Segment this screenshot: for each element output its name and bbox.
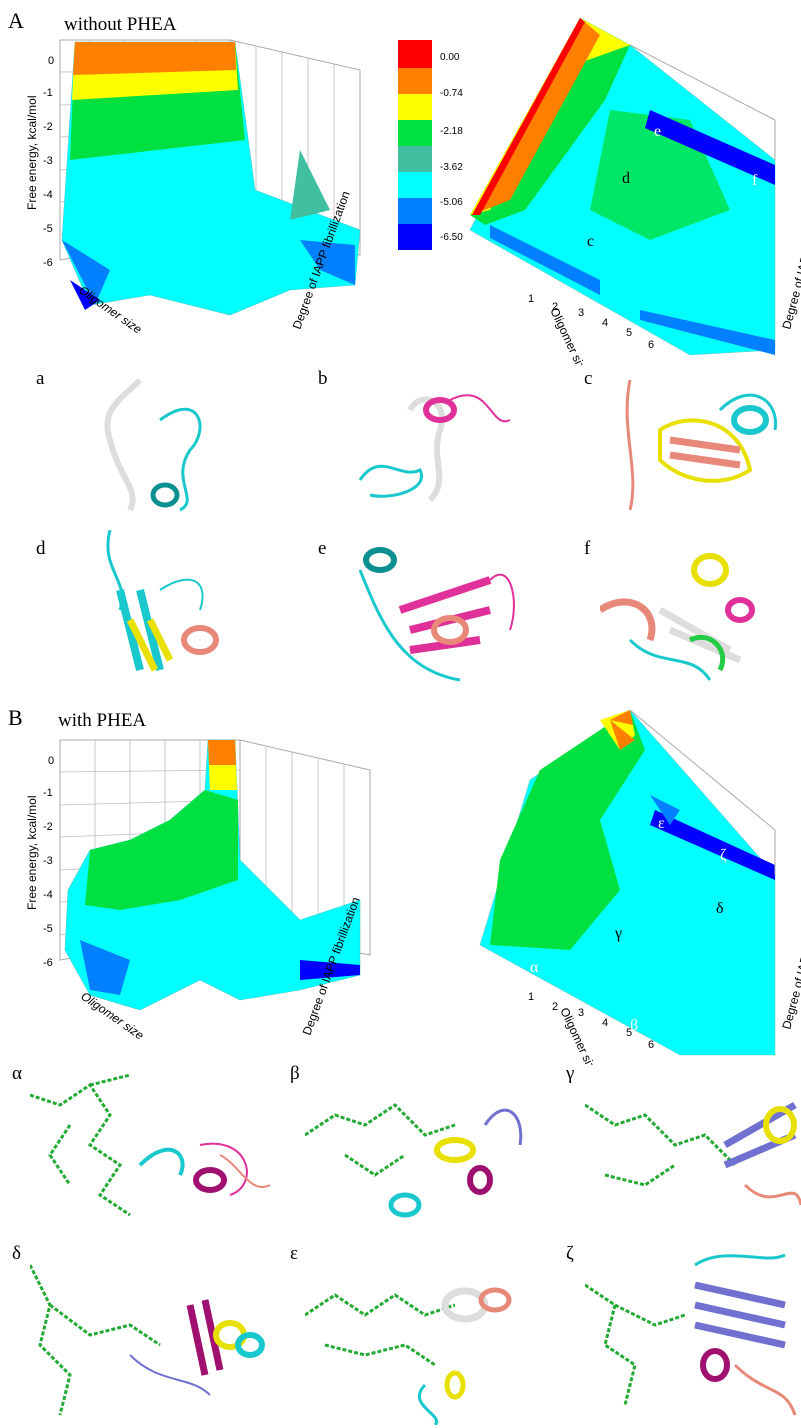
panel-a-title: without PHEA [64,14,177,35]
colorbar-tick-0: 0.00 [440,52,460,63]
structure-image-b [358,394,511,503]
svg-text:-1: -1 [43,87,53,99]
svg-text:0: 0 [48,55,54,67]
structure-label-c: c [584,368,593,389]
structure-image-zeta [585,1253,797,1416]
structure-label-alpha: α [12,1063,22,1084]
svg-text:6: 6 [648,339,654,351]
structure-label-b: b [318,368,328,389]
structure-label-a: a [36,368,45,389]
a-right-ylabel: Degree of IAPP fibrillization [779,186,801,331]
panel-b-right-surface-plot: α β γ δ ε ζ 12 34 56 Oligomer size Degre… [479,710,801,1065]
svg-text:-6: -6 [43,257,53,269]
svg-text:2: 2 [552,301,558,313]
panel-a-left-surface-plot: 0 -1 -2 -3 -4 -5 -6 Free energy, kcal/mo… [25,39,361,337]
colorbar-tick-1: -0.74 [440,88,463,99]
structure-image-beta [305,1103,523,1218]
svg-text:0: 0 [48,755,54,767]
svg-text:3: 3 [578,1007,584,1019]
b-point-gamma: γ [614,925,622,942]
structure-label-d: d [36,538,46,559]
b-right-ylabel: Degree of IAPP fibrillization [779,886,801,1031]
panel-a-right-surface-plot: a b c d e f 1 2 3 4 5 6 Oligomer size Degre… [469,17,801,365]
b-point-delta: δ [716,900,724,917]
structure-label-beta: β [290,1063,300,1084]
b-point-beta: β [630,1017,638,1034]
a-left-zlabel: Free energy, kcal/mol [25,96,39,211]
svg-text:6: 6 [648,1039,654,1051]
svg-text:-2: -2 [43,121,53,133]
structure-image-c [625,379,778,511]
svg-text:-6: -6 [43,957,53,969]
structure-label-delta: δ [12,1243,21,1264]
panel-b-left-surface-plot: 0 -1 -2 -3 -4 -5 -6 Free energy, kcal/mo… [25,739,371,1043]
a-point-a: a [482,259,489,276]
colorbar-tick-5: -6.50 [440,232,463,243]
svg-text:-1: -1 [43,787,53,799]
structure-image-epsilon [305,1287,512,1425]
a-point-d: d [622,170,630,187]
svg-text:-5: -5 [43,923,53,935]
panel-b-letter: B [8,705,23,730]
structure-label-epsilon: ε [290,1243,298,1264]
a-point-f: f [752,172,758,189]
panel-a-letter: A [8,8,24,33]
svg-text:-3: -3 [43,855,53,867]
svg-text:-4: -4 [43,889,53,901]
structure-image-d [106,530,219,672]
structure-label-f: f [584,538,591,559]
svg-text:1: 1 [528,991,534,1003]
colorbar-tick-4: -5.06 [440,197,463,208]
a-point-c: c [587,233,594,250]
svg-text:5: 5 [626,327,632,339]
structure-image-delta [30,1264,265,1416]
svg-text:-5: -5 [43,223,53,235]
svg-text:3: 3 [578,307,584,319]
svg-text:-4: -4 [43,189,53,201]
colorbar-tick-2: -2.18 [440,126,463,137]
structure-image-e [358,547,515,682]
a-point-e: e [654,123,661,140]
svg-text:2: 2 [552,1001,558,1013]
b-left-zlabel: Free energy, kcal/mol [25,796,39,911]
structure-label-e: e [318,538,327,559]
structure-image-gamma [585,1101,801,1206]
a-right-xlabel: Oligomer size [547,305,591,365]
colorbar-tick-3: -3.62 [440,162,463,173]
a-point-b: b [520,273,528,290]
structure-image-a [104,377,202,512]
svg-text:5: 5 [626,1027,632,1039]
b-point-zeta: ζ [720,847,727,864]
structure-label-zeta: ζ [566,1243,574,1264]
colorbar [398,40,432,250]
svg-text:-2: -2 [43,821,53,833]
structure-label-gamma: γ [566,1063,575,1084]
structure-image-f [600,553,755,681]
panel-b-title: with PHEA [58,710,147,731]
b-point-alpha: α [530,959,539,976]
svg-text:-3: -3 [43,155,53,167]
svg-text:4: 4 [602,1017,608,1029]
svg-text:1: 1 [528,293,534,305]
structure-image-alpha [30,1073,270,1217]
b-point-epsilon: ε [658,815,665,832]
svg-text:4: 4 [602,317,608,329]
